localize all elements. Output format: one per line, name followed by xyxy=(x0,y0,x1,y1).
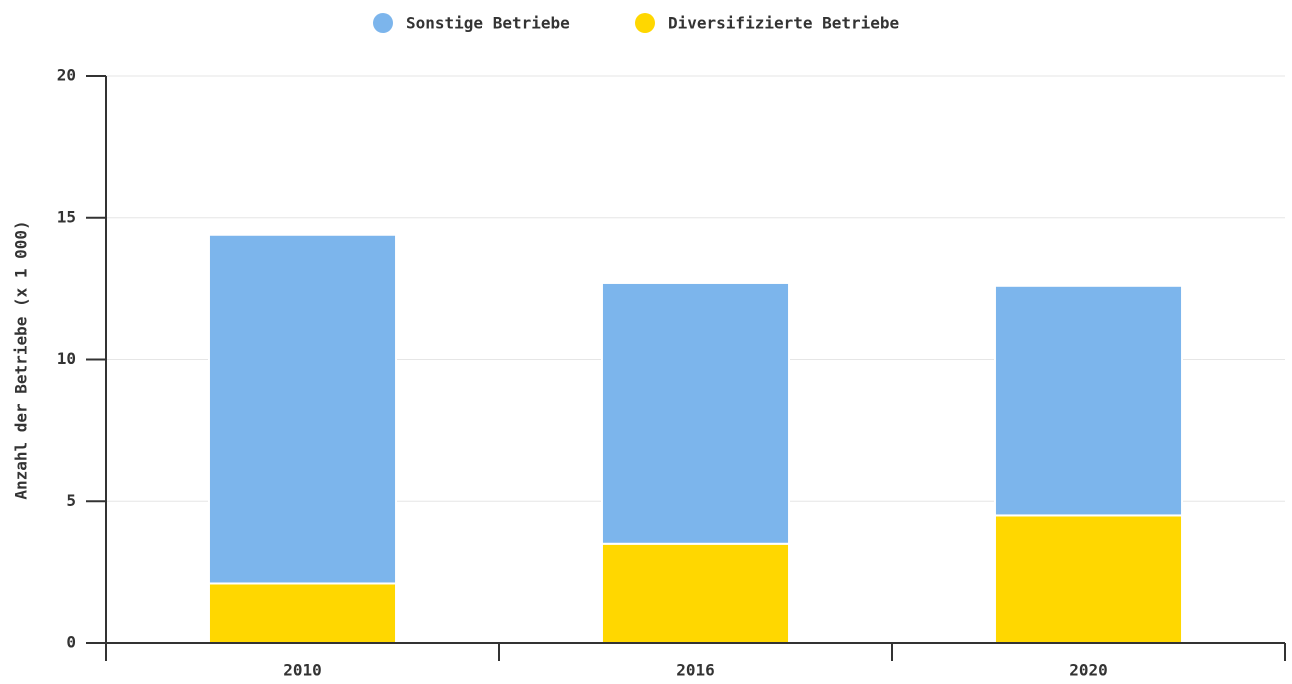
y-tick-label: 0 xyxy=(66,633,76,652)
x-tick-label: 2016 xyxy=(676,661,715,680)
legend-label: Diversifizierte Betriebe xyxy=(668,14,899,33)
bar-segment xyxy=(600,542,791,645)
legend-label: Sonstige Betriebe xyxy=(406,14,570,33)
y-tick-label: 10 xyxy=(57,349,76,368)
x-tick-label: 2020 xyxy=(1069,661,1108,680)
legend-swatch xyxy=(635,13,655,33)
bar-segment xyxy=(600,281,791,545)
y-tick-label: 5 xyxy=(66,491,76,510)
y-tick-label: 20 xyxy=(57,66,76,85)
y-tick-label: 15 xyxy=(57,207,76,226)
bar-segment xyxy=(207,233,398,585)
bar-segment xyxy=(993,284,1184,517)
legend-swatch xyxy=(373,13,393,33)
y-axis-label: Anzahl der Betriebe (x 1 000) xyxy=(12,220,31,499)
bar-segment xyxy=(993,514,1184,644)
x-tick-label: 2010 xyxy=(283,661,322,680)
bar-segment xyxy=(207,582,398,645)
